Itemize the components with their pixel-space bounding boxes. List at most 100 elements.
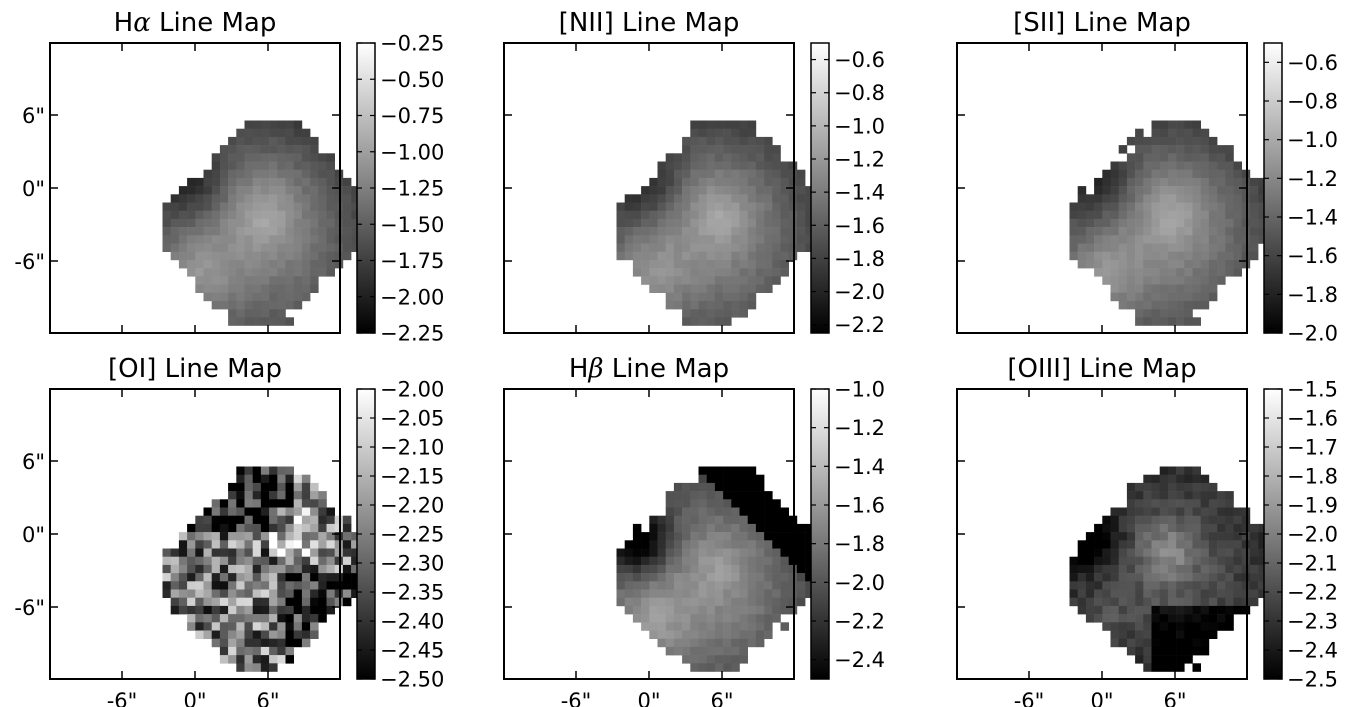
heatmap-cell [1126, 276, 1136, 285]
heatmap-cell [1151, 515, 1160, 525]
heatmap-cell [1126, 597, 1136, 607]
colorbar-tick-label: −0.8 [834, 81, 885, 105]
heatmap-cell [269, 491, 278, 500]
heatmap-cell [228, 515, 237, 525]
heatmap-cell [1159, 548, 1169, 557]
heatmap-cell [706, 548, 716, 557]
heatmap-cell [1151, 556, 1160, 566]
heatmap-cell [1135, 605, 1144, 615]
heatmap-cell [698, 581, 707, 590]
heatmap-cell [772, 515, 781, 525]
heatmap-cell [211, 202, 221, 211]
heatmap-cell [673, 276, 683, 285]
heatmap-cell [1233, 597, 1242, 607]
heatmap-cell [244, 597, 253, 607]
heatmap-cell [236, 556, 245, 566]
heatmap-cell [1135, 161, 1144, 170]
heatmap-cell [690, 309, 699, 318]
heatmap-cell [269, 466, 278, 475]
heatmap-cell [277, 317, 286, 326]
heatmap-cell [731, 186, 740, 195]
heatmap-cell [1110, 622, 1119, 631]
heatmap-cell [252, 284, 262, 293]
heatmap-cell [1176, 202, 1185, 211]
heatmap-cell [195, 515, 204, 525]
heatmap-cell [195, 268, 204, 277]
heatmap-cell [1135, 622, 1144, 631]
heatmap-cell [632, 202, 642, 211]
heatmap-cell [326, 540, 335, 549]
heatmap-cell [293, 556, 303, 566]
heatmap-cell [731, 136, 740, 146]
heatmap-cell [1225, 581, 1234, 590]
heatmap-cell [755, 532, 765, 541]
heatmap-cell [1085, 243, 1095, 252]
heatmap-cell [1167, 491, 1177, 500]
heatmap-cell [1126, 227, 1136, 236]
heatmap-cell [326, 597, 335, 607]
heatmap-cell [326, 589, 335, 598]
heatmap-cell [649, 243, 658, 252]
heatmap-cell [326, 507, 335, 516]
heatmap-cell [1176, 292, 1185, 302]
heatmap-cell [682, 499, 691, 508]
heatmap-cell [739, 235, 748, 244]
heatmap-cell [285, 218, 294, 228]
heatmap-cell [170, 251, 180, 261]
heatmap-cell [698, 276, 707, 285]
panel-title-part: H [569, 354, 589, 384]
heatmap-cell [318, 564, 327, 574]
heatmap-cell [764, 161, 773, 170]
heatmap-cell [764, 523, 773, 533]
heatmap-cell [1118, 177, 1128, 187]
heatmap-cell [277, 169, 286, 179]
heatmap-cell [1225, 186, 1234, 195]
heatmap-cell [1176, 515, 1185, 525]
heatmap-cell [706, 589, 716, 598]
heatmap-cell [706, 638, 716, 648]
heatmap-cell [269, 268, 278, 277]
heatmap-cell [690, 589, 699, 598]
heatmap-cell [1241, 556, 1251, 566]
heatmap-cell [187, 540, 196, 549]
heatmap-cell [698, 589, 707, 598]
heatmap-cell [1102, 597, 1111, 607]
heatmap-cell [1126, 614, 1136, 623]
heatmap-cell [641, 581, 650, 590]
heatmap-cell [1102, 523, 1111, 533]
heatmap-cell [755, 474, 765, 484]
heatmap-cell [682, 564, 691, 574]
heatmap-cell [277, 532, 286, 541]
heatmap-cell [747, 466, 757, 475]
heatmap-cell [1151, 259, 1160, 269]
heatmap-cell [731, 145, 740, 154]
heatmap-cell [211, 227, 221, 236]
heatmap-cell [673, 491, 683, 500]
heatmap-cell [170, 605, 180, 615]
heatmap-cell [706, 145, 716, 154]
heatmap-cell [1159, 605, 1169, 615]
heatmap-cell [301, 507, 311, 516]
heatmap-cell [805, 564, 814, 574]
heatmap-cell [1126, 556, 1136, 566]
heatmap-cell [731, 622, 740, 631]
heatmap-cell [1200, 218, 1210, 228]
heatmap-cell [1126, 153, 1136, 162]
heatmap-cell [1241, 243, 1251, 252]
heatmap-cell [244, 177, 253, 187]
heatmap-cell [277, 548, 286, 557]
heatmap-cell [1126, 202, 1136, 211]
heatmap-cell [211, 235, 221, 244]
heatmap-cell [657, 177, 666, 187]
heatmap-cell [1151, 663, 1160, 672]
heatmap-cell [649, 581, 658, 590]
heatmap-cell [1167, 259, 1177, 269]
heatmap-cell [244, 161, 253, 170]
heatmap-cell [1167, 186, 1177, 195]
heatmap-cell [1258, 235, 1267, 244]
heatmap-cell [747, 227, 757, 236]
heatmap-cell [723, 235, 732, 244]
heatmap-cell [731, 655, 740, 664]
heatmap-cell [1176, 466, 1185, 475]
heatmap-cell [731, 259, 740, 269]
